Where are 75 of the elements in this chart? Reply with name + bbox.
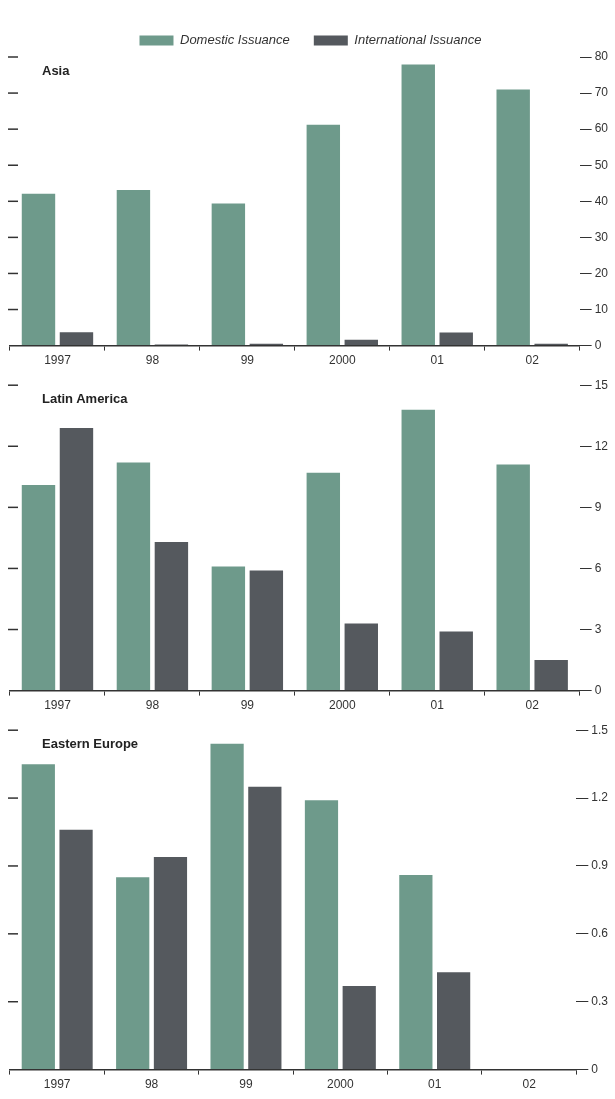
- x-tick-label: 1997: [44, 353, 72, 368]
- x-tick-label: 98: [145, 698, 160, 713]
- y-tick-label: 60: [594, 121, 609, 136]
- y-tick-label: 50: [594, 157, 609, 172]
- bar: [344, 623, 378, 691]
- y-tick-label: 0: [594, 682, 602, 697]
- bar: [249, 570, 284, 691]
- bar: [342, 985, 376, 1070]
- y-tick-label: 12: [594, 438, 609, 453]
- y-tick-label: 9: [594, 499, 602, 514]
- y-tick-label: 0.6: [591, 926, 609, 941]
- bar: [154, 541, 189, 691]
- bar: [211, 566, 246, 691]
- y-tick-label: 0: [591, 1061, 599, 1076]
- x-tick-label: 99: [240, 698, 255, 713]
- y-tick-label: 0: [594, 337, 602, 352]
- x-tick-label: 2000: [328, 698, 356, 713]
- y-tick-label: 0.9: [591, 858, 609, 873]
- y-tick-label: 0.3: [591, 994, 609, 1009]
- y-tick-label: 40: [594, 193, 609, 208]
- text: Asia: [42, 63, 71, 79]
- y-tick-label: 1.2: [591, 790, 609, 805]
- bar: [439, 631, 473, 691]
- bar: [248, 786, 282, 1070]
- x-tick-label: 99: [240, 353, 255, 368]
- bar: [116, 877, 150, 1070]
- bar: [439, 332, 473, 346]
- y-tick-label: 3: [594, 621, 602, 636]
- y-tick-label: 80: [594, 49, 609, 64]
- x-tick-label: 02: [522, 1077, 537, 1092]
- x-tick-label: 02: [525, 353, 540, 368]
- legend-label: Domestic Issuance: [179, 32, 290, 48]
- legend-label: International Issuance: [354, 32, 482, 48]
- text: Eastern Europe: [42, 736, 139, 752]
- bar: [534, 660, 568, 691]
- bar: [496, 464, 530, 691]
- y-tick-label: 20: [594, 265, 609, 280]
- bar: [59, 332, 94, 346]
- bar: [210, 743, 244, 1070]
- x-tick-label: 01: [430, 698, 445, 713]
- bar: [21, 764, 55, 1070]
- bar: [304, 800, 339, 1070]
- y-tick-label: 6: [594, 560, 602, 575]
- x-tick-label: 01: [430, 353, 445, 368]
- bar: [306, 472, 341, 691]
- x-tick-label: 1997: [44, 698, 72, 713]
- bar: [306, 124, 341, 346]
- bar: [496, 89, 530, 346]
- x-tick-label: 98: [145, 353, 160, 368]
- y-tick-label: 70: [594, 85, 609, 100]
- x-tick-label: 98: [144, 1077, 159, 1092]
- y-tick-label: 1.5: [591, 722, 609, 737]
- bar: [21, 484, 56, 691]
- x-tick-label: 02: [525, 698, 540, 713]
- bar: [21, 193, 56, 346]
- bar: [59, 829, 93, 1070]
- bar: [344, 339, 378, 346]
- bar: [401, 409, 435, 691]
- bar: [401, 64, 435, 346]
- y-tick-label: 15: [594, 377, 609, 392]
- x-tick-label: 01: [428, 1077, 442, 1092]
- x-tick-label: 99: [239, 1077, 253, 1092]
- x-tick-label: 2000: [328, 353, 356, 368]
- bar: [211, 203, 246, 346]
- bar: [116, 462, 151, 691]
- bar: [153, 856, 188, 1070]
- x-tick-label: 2000: [327, 1077, 355, 1092]
- text: Latin America: [42, 391, 129, 407]
- y-tick-label: 30: [594, 229, 609, 244]
- y-tick-label: 10: [594, 301, 609, 316]
- bar: [399, 875, 433, 1070]
- x-tick-label: 1997: [43, 1077, 71, 1092]
- bar: [116, 190, 151, 346]
- bar: [59, 427, 94, 691]
- bar: [437, 972, 471, 1070]
